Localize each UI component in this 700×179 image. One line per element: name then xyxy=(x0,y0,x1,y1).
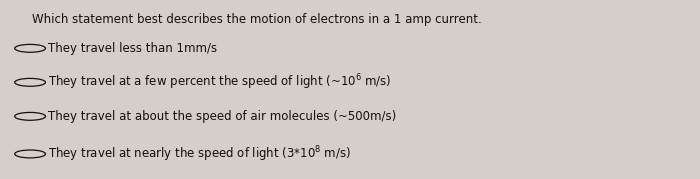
Text: They travel at about the speed of air molecules (~500m/s): They travel at about the speed of air mo… xyxy=(48,110,396,123)
Text: Which statement best describes the motion of electrons in a 1 amp current.: Which statement best describes the motio… xyxy=(32,13,482,26)
Text: They travel at a few percent the speed of light (~10$^{6}$ m/s): They travel at a few percent the speed o… xyxy=(48,72,391,92)
Text: They travel less than 1mm/s: They travel less than 1mm/s xyxy=(48,42,217,55)
Text: They travel at nearly the speed of light (3*10$^{8}$ m/s): They travel at nearly the speed of light… xyxy=(48,144,351,164)
